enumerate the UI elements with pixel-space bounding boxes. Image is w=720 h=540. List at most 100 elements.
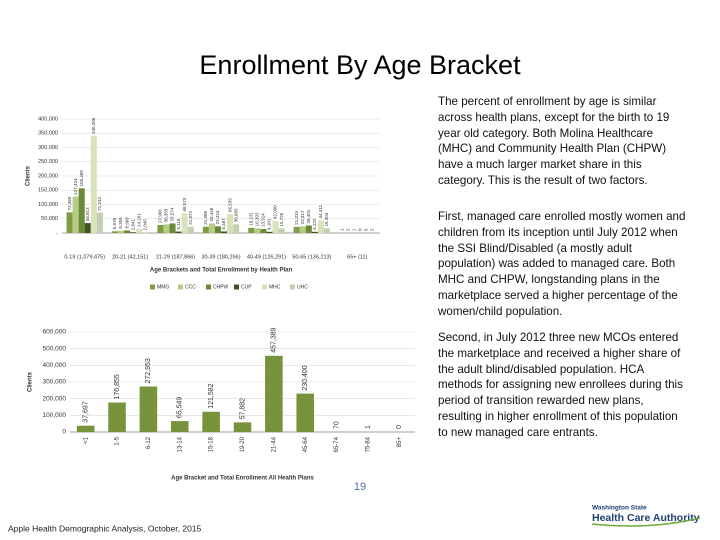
value-label: 2,641 (130, 218, 135, 230)
bar (323, 228, 331, 233)
value-label: 5 (364, 228, 369, 231)
value-label: 33,574 (170, 207, 175, 221)
bar (181, 213, 188, 233)
y-tick-label: 350,000 (38, 131, 58, 137)
bar (317, 220, 324, 233)
x-tick-label: 15-18 (209, 436, 215, 452)
bar (157, 225, 164, 233)
bar (227, 214, 234, 233)
value-label: 2 (370, 228, 375, 231)
bar (221, 231, 228, 233)
bar (202, 411, 220, 432)
value-label: 21,873 (188, 211, 193, 225)
value-label: 176,855 (114, 374, 121, 399)
bar (76, 425, 95, 432)
bar (233, 224, 240, 233)
x-tick-label: 65-74 (334, 436, 340, 452)
value-label: 2,045 (142, 219, 147, 231)
x-tick-label: 65+ (11) (347, 254, 367, 260)
value-label: 2 (345, 228, 350, 231)
legend-swatch (178, 284, 183, 290)
value-label: 34,813 (85, 207, 90, 221)
bar (233, 422, 252, 432)
x-tick-label: 6-12 (146, 436, 152, 449)
legend-swatch (206, 284, 211, 290)
bar (266, 231, 273, 233)
value-label: 18,231 (248, 212, 253, 226)
bar (187, 226, 194, 233)
paragraph: The percent of enrollment by age is simi… (438, 95, 670, 187)
bar (124, 230, 131, 233)
value-label: 4,122 (312, 218, 317, 230)
value-label: 42,000 (273, 205, 278, 219)
legend-label: CUP (241, 284, 252, 290)
value-label: 66,539 (227, 198, 232, 212)
x-tick-label: 30-39 (180,266) (201, 254, 240, 260)
bar (202, 226, 209, 233)
value-label: 16,392 (255, 212, 260, 226)
y-tick-label: 200,000 (38, 173, 58, 179)
y-tick-label: 600,000 (43, 329, 67, 336)
page-number: 19 (354, 481, 366, 493)
value-label: 230,400 (302, 365, 309, 390)
value-label: 5,978 (112, 218, 117, 230)
bar (170, 421, 189, 432)
bar (66, 212, 73, 233)
value-label: 8,359 (118, 217, 123, 229)
legend-swatch (150, 284, 155, 290)
x-tick-label: 45-64 (303, 436, 309, 452)
bar (305, 225, 312, 233)
bar (208, 223, 215, 233)
value-label: 4,101 (267, 218, 272, 230)
y-axis-title: Clients (26, 165, 32, 186)
paragraph: Second, in July 2012 three new MCOs ente… (438, 331, 683, 439)
legend-label: MHC (269, 284, 281, 290)
y-tick-label: 0 (62, 429, 66, 436)
value-label: 57,882 (239, 398, 246, 420)
bar (163, 224, 170, 233)
x-tick-label: 40-49 (126,291) (247, 254, 286, 260)
value-label: 340,286 (91, 117, 96, 134)
y-tick-label: 150,000 (38, 188, 58, 194)
y-tick-label: 100,000 (43, 412, 67, 419)
value-label: 0 (396, 425, 403, 429)
value-label: 72,460 (67, 196, 72, 210)
value-label: 1 (365, 425, 372, 429)
bar (272, 221, 279, 233)
value-label: 37,697 (83, 401, 90, 423)
y-axis-title: Clients (28, 371, 34, 392)
value-label: 65,549 (177, 397, 184, 419)
bar (260, 229, 267, 233)
value-label: 23,317 (300, 210, 305, 224)
value-label: 21,988 (203, 210, 208, 224)
value-label: 5,110 (176, 218, 181, 229)
value-label: 13,914 (261, 213, 266, 227)
bar (293, 226, 300, 233)
bar (72, 196, 79, 233)
bar (108, 402, 126, 432)
legend-label: CCC (185, 284, 196, 290)
value-label: 30,359 (164, 208, 169, 222)
legend-label: MMG (157, 284, 169, 290)
value-label: 70 (333, 421, 340, 429)
x-axis-title: Age Bracket and Total Enrollment All Hea… (171, 476, 314, 482)
x-tick-label: 21-29 (187,866) (156, 254, 195, 260)
bar (214, 226, 221, 233)
y-tick-label: 400,000 (38, 116, 58, 122)
value-label: 121,582 (208, 383, 215, 408)
bar (139, 386, 158, 432)
x-tick-label: 75-84 (366, 436, 372, 452)
value-label: 15,726 (279, 212, 284, 226)
bar (278, 228, 285, 233)
value-label: 457,389 (271, 327, 278, 352)
bar (265, 355, 283, 432)
x-tick-label: 19-20 (240, 436, 246, 452)
bar (299, 226, 306, 233)
paragraph: First, managed care enrolled mostly wome… (438, 210, 686, 318)
bar (254, 228, 261, 233)
y-tick-label: 100,000 (38, 202, 58, 208)
value-label: 272,953 (145, 358, 152, 383)
bar (311, 231, 318, 233)
